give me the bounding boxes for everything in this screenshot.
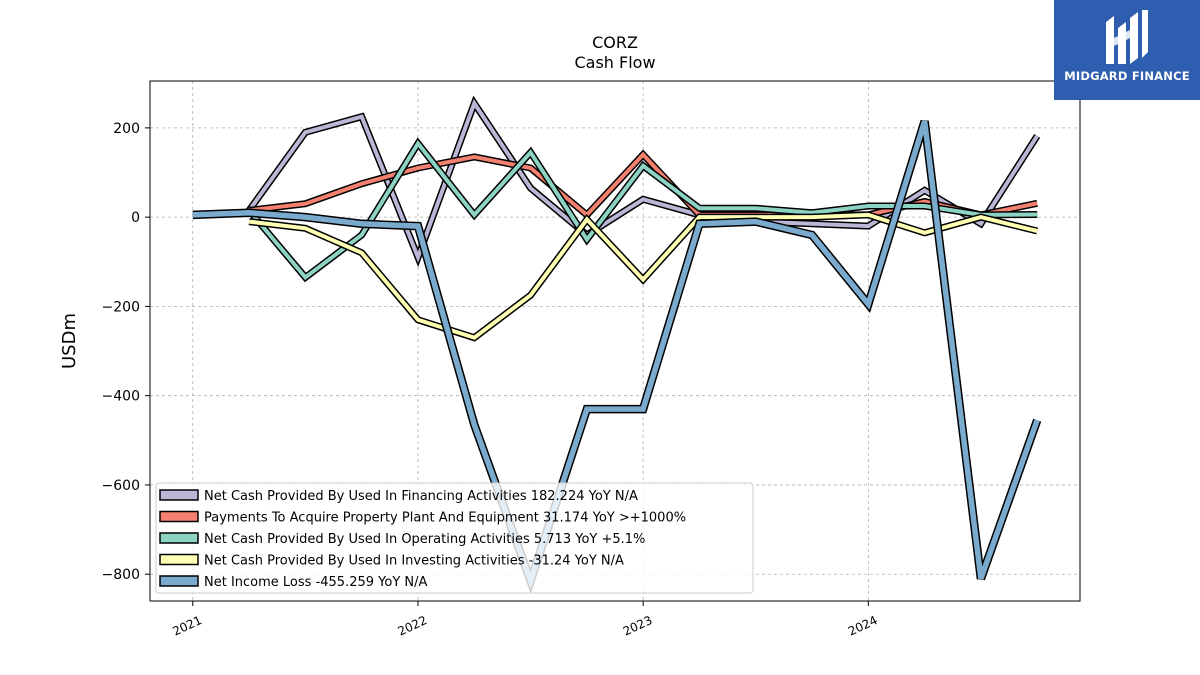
legend-swatch bbox=[159, 553, 199, 566]
series-line-0 bbox=[247, 98, 1039, 263]
midgard-m-logo-icon bbox=[1106, 10, 1148, 64]
plot-frame bbox=[149, 80, 1081, 602]
legend-entry: Net Cash Provided By Used In Financing A… bbox=[204, 489, 638, 504]
legend: Net Cash Provided By Used In Financing A… bbox=[155, 482, 754, 594]
y-tick-label: −600 bbox=[102, 478, 140, 494]
y-axis-label: USDm bbox=[59, 313, 80, 369]
legend-swatch bbox=[159, 510, 199, 523]
legend-box bbox=[155, 482, 754, 594]
series-line-3 bbox=[248, 212, 1038, 340]
legend-swatch bbox=[159, 489, 199, 501]
midgard-finance-logo: MIDGARD FINANCE bbox=[1054, 0, 1200, 100]
y-tick-label: −200 bbox=[102, 299, 140, 315]
x-tick-label: 2023 bbox=[621, 613, 655, 639]
series-line-2 bbox=[247, 140, 1038, 281]
brand-name: MIDGARD FINANCE bbox=[1064, 69, 1190, 83]
legend-entry: Net Cash Provided By Used In Operating A… bbox=[204, 532, 645, 547]
y-axis: 200 0 −200 −400 −600 −800 bbox=[102, 121, 150, 583]
legend-swatch bbox=[159, 532, 199, 544]
y-tick-label: −400 bbox=[102, 389, 140, 405]
chart-title: CORZ bbox=[592, 33, 638, 52]
x-tick-label: 2022 bbox=[396, 613, 430, 639]
legend-entry: Net Cash Provided By Used In Investing A… bbox=[204, 554, 624, 569]
y-tick-label: 200 bbox=[113, 121, 140, 137]
legend-swatch bbox=[159, 575, 199, 587]
chart-subtitle: Cash Flow bbox=[574, 53, 655, 72]
legend-entry: Net Income Loss -455.259 YoY N/A bbox=[204, 575, 427, 590]
legend-entry: Payments To Acquire Property Plant And E… bbox=[204, 511, 686, 526]
series-lines bbox=[192, 95, 1042, 594]
y-tick-label: 0 bbox=[131, 210, 140, 226]
x-axis: 2021 2022 2023 2024 bbox=[170, 601, 880, 639]
x-tick-label: 2021 bbox=[170, 613, 204, 639]
y-tick-label: −800 bbox=[102, 567, 140, 583]
x-tick-label: 2024 bbox=[846, 613, 880, 639]
series-line-4 bbox=[192, 120, 1040, 590]
